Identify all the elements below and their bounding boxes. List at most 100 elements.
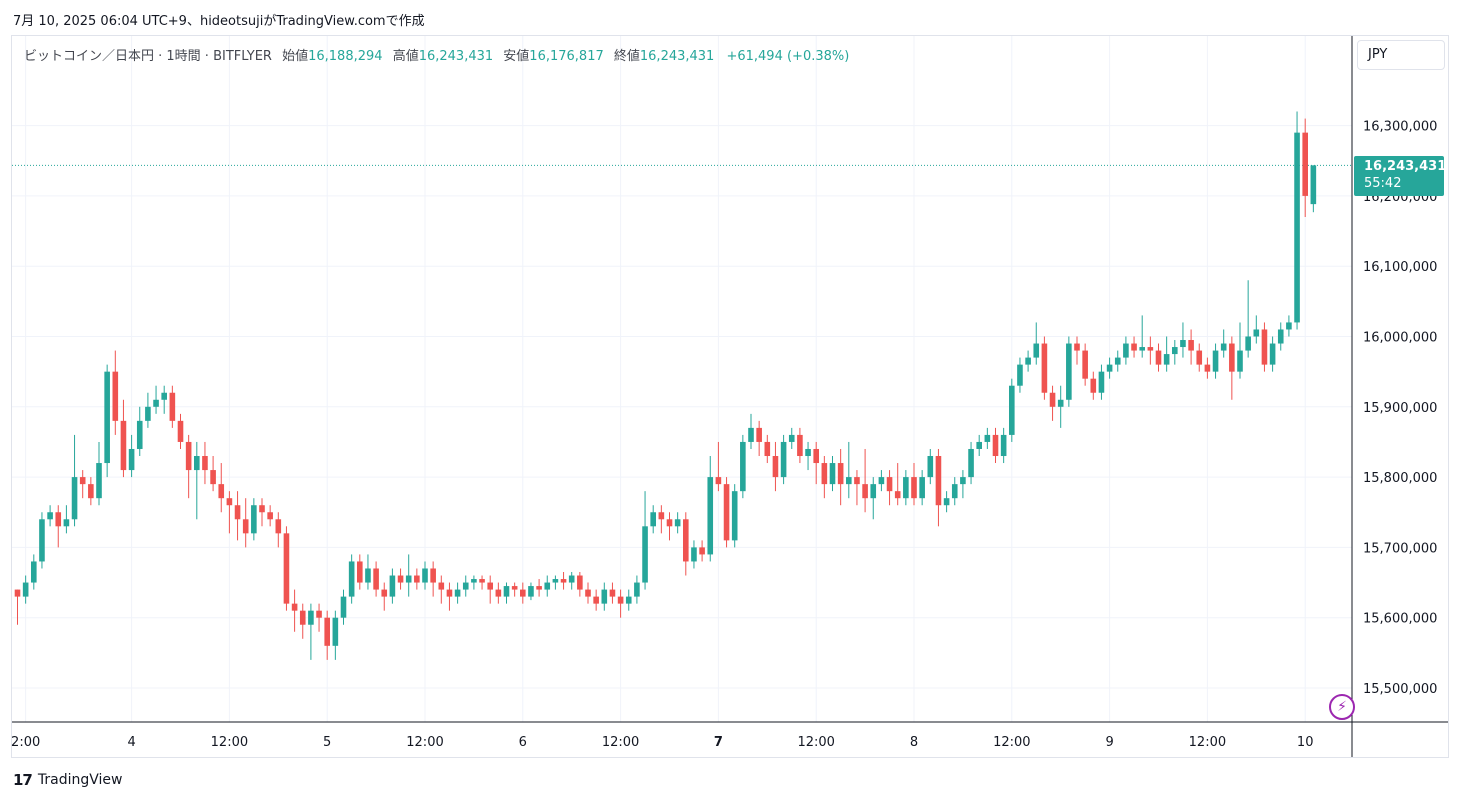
x-tick-label: 2:00	[11, 735, 40, 750]
candle-body	[609, 589, 616, 597]
candle-body	[397, 575, 404, 583]
candle-body	[984, 434, 991, 442]
x-tick-label: 9	[1105, 735, 1113, 750]
candle-body	[446, 589, 453, 597]
candle-body	[805, 448, 811, 457]
candle-body	[903, 477, 909, 499]
candle-body	[854, 477, 860, 485]
candle-body	[1310, 165, 1317, 205]
candle-body	[772, 456, 779, 478]
candle-body	[128, 448, 135, 471]
candle-body	[943, 498, 950, 506]
candle-body	[1147, 347, 1154, 351]
candle-body	[1294, 132, 1300, 323]
tradingview-brand[interactable]: 17 TradingView	[13, 771, 122, 789]
candle-body	[22, 582, 29, 597]
candle-body	[658, 512, 665, 520]
candle-body	[862, 484, 868, 499]
candle-body	[846, 477, 852, 485]
candle-body	[1000, 434, 1007, 457]
candle-body	[731, 491, 738, 541]
candle-body	[528, 586, 534, 597]
candle-body	[878, 477, 885, 485]
candle-body	[1074, 343, 1080, 351]
candle-body	[829, 463, 836, 485]
candle-body	[1090, 378, 1097, 393]
candle-body	[308, 610, 314, 625]
candle-body	[764, 441, 771, 457]
candle-body	[601, 589, 608, 604]
candle-body	[1049, 392, 1056, 407]
candle-body	[357, 561, 363, 583]
candle-body	[813, 448, 819, 464]
candle-body	[740, 441, 746, 492]
candle-body	[1237, 350, 1243, 372]
candle-body	[780, 441, 787, 478]
candle-body	[185, 441, 192, 471]
candle-body	[210, 470, 216, 485]
candle-body	[1009, 385, 1015, 435]
candle-body	[544, 582, 551, 590]
low-label: 安値	[503, 49, 530, 64]
candle-body	[797, 434, 803, 457]
y-tick-label: 15,800,000	[1363, 471, 1437, 486]
candle-body	[1196, 350, 1203, 365]
candle-body	[145, 406, 151, 421]
candle-body	[585, 589, 591, 597]
candle-body	[1163, 354, 1170, 365]
candle-body	[568, 575, 575, 583]
candle-body	[1139, 347, 1145, 351]
candle-body	[968, 448, 974, 478]
candle-body	[666, 519, 673, 527]
x-tick-label: 12:00	[797, 735, 834, 750]
candle-body	[1123, 343, 1129, 358]
candle-body	[161, 392, 167, 400]
candle-body	[1155, 350, 1162, 365]
last-price-value: 16,243,431	[1364, 159, 1447, 174]
high-label: 高値	[392, 49, 419, 64]
y-tick-label: 16,100,000	[1363, 260, 1437, 275]
candle-body	[748, 427, 754, 442]
brand-label: TradingView	[37, 772, 123, 788]
candle-body	[886, 477, 893, 492]
candle-body	[691, 547, 697, 562]
last-price-tag: 16,243,431 55:42	[1354, 156, 1447, 196]
candle-body	[927, 456, 934, 478]
candle-body	[218, 484, 225, 499]
candle-body	[414, 575, 420, 583]
tradingview-logo-icon: 17	[13, 771, 33, 789]
candle-body	[495, 589, 502, 597]
close-value: 16,243,431	[639, 49, 715, 64]
candle-body	[1220, 343, 1227, 351]
candle-body	[911, 477, 917, 499]
candle-body	[55, 512, 62, 527]
candle-body	[299, 610, 306, 625]
y-tick-label: 16,300,000	[1363, 120, 1437, 135]
candle-body	[120, 420, 127, 471]
candle-body	[291, 603, 298, 611]
y-tick-label: 15,600,000	[1363, 612, 1437, 627]
candle-body	[454, 589, 461, 597]
low-value: 16,176,817	[529, 49, 604, 64]
candle-body	[14, 589, 21, 597]
candle-body	[674, 519, 681, 527]
candle-body	[520, 589, 526, 597]
candle-body	[1098, 371, 1105, 393]
candle-body	[79, 477, 86, 485]
candle-body	[112, 371, 119, 421]
lightning-icon[interactable]: ⚡	[1329, 694, 1355, 720]
candle-body	[976, 441, 982, 449]
candle-body	[47, 512, 53, 520]
open-label: 始値	[282, 49, 309, 64]
x-tick-label: 8	[910, 735, 918, 750]
candle-body	[1253, 329, 1260, 337]
candle-body	[365, 568, 371, 583]
candle-body	[324, 617, 330, 646]
y-tick-label: 15,500,000	[1363, 682, 1437, 697]
y-tick-label: 16,000,000	[1363, 331, 1437, 346]
candle-body	[234, 505, 241, 520]
candle-body	[788, 434, 795, 442]
currency-button[interactable]: JPY	[1357, 40, 1445, 70]
x-tick-label: 12:00	[993, 735, 1030, 750]
